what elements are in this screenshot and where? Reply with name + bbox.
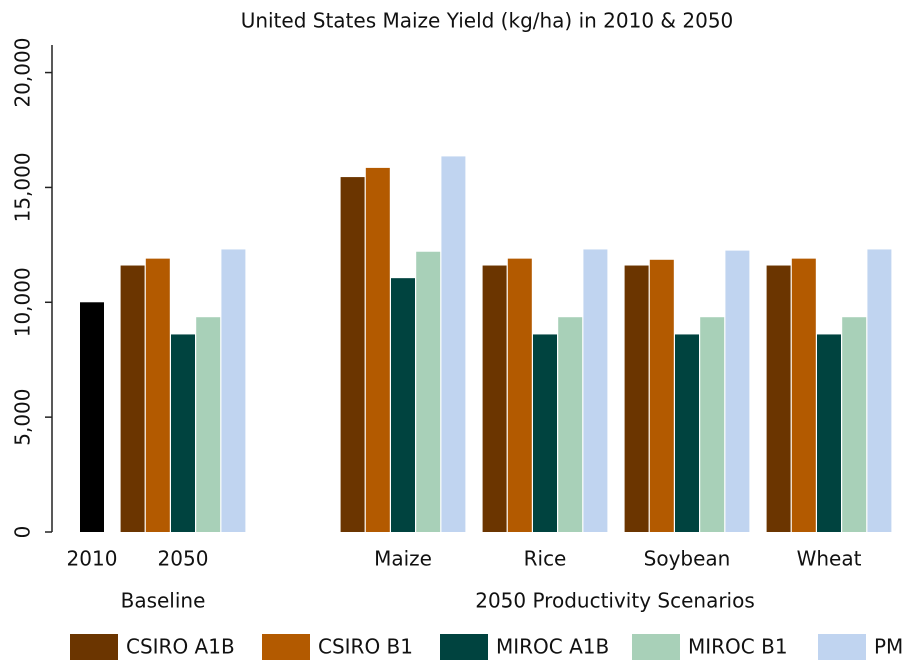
legend-swatch bbox=[262, 634, 310, 660]
legend-label: MIROC A1B bbox=[496, 635, 609, 659]
bar bbox=[365, 167, 390, 532]
bar bbox=[766, 265, 791, 532]
bar bbox=[817, 334, 841, 532]
legend-swatch bbox=[440, 634, 488, 660]
bar bbox=[624, 265, 649, 532]
bar bbox=[791, 258, 816, 532]
bar bbox=[867, 249, 892, 532]
bar bbox=[80, 302, 104, 532]
group-label: Baseline bbox=[121, 589, 206, 613]
bar bbox=[507, 258, 532, 532]
legend-swatch bbox=[70, 634, 118, 660]
bar bbox=[441, 156, 466, 533]
bar bbox=[649, 259, 674, 532]
bar bbox=[196, 317, 221, 532]
y-tick-label: 15,000 bbox=[11, 152, 35, 222]
bar bbox=[842, 317, 867, 532]
y-tick-label: 5,000 bbox=[11, 389, 35, 446]
x-tick-label: 2010 bbox=[67, 547, 118, 571]
bar bbox=[533, 334, 557, 532]
x-tick-label: Soybean bbox=[644, 547, 731, 571]
bar bbox=[391, 278, 415, 532]
y-tick-label: 10,000 bbox=[11, 267, 35, 337]
legend-label: CSIRO B1 bbox=[318, 635, 413, 659]
bar bbox=[583, 249, 608, 532]
legend-label: MIROC B1 bbox=[688, 635, 788, 659]
bar bbox=[482, 265, 507, 532]
x-tick-label: Rice bbox=[524, 547, 567, 571]
bar bbox=[725, 250, 750, 533]
y-tick-label: 20,000 bbox=[11, 38, 35, 108]
bar bbox=[340, 177, 365, 532]
group-label: 2050 Productivity Scenarios bbox=[475, 589, 755, 613]
bar bbox=[120, 265, 145, 532]
bar bbox=[416, 251, 441, 532]
legend-label: CSIRO A1B bbox=[126, 635, 235, 659]
y-tick-label: 0 bbox=[11, 526, 35, 539]
x-tick-label: Wheat bbox=[797, 547, 862, 571]
bar bbox=[675, 334, 699, 532]
bar bbox=[145, 258, 170, 532]
legend-swatch bbox=[632, 634, 680, 660]
bar bbox=[700, 317, 725, 532]
legend-swatch bbox=[818, 634, 866, 660]
bar bbox=[171, 334, 195, 532]
x-tick-label: Maize bbox=[374, 547, 432, 571]
bar bbox=[221, 249, 246, 532]
x-tick-label: 2050 bbox=[158, 547, 209, 571]
legend-label: PM bbox=[874, 635, 903, 659]
bar bbox=[558, 317, 583, 532]
chart-title: United States Maize Yield (kg/ha) in 201… bbox=[241, 9, 734, 33]
